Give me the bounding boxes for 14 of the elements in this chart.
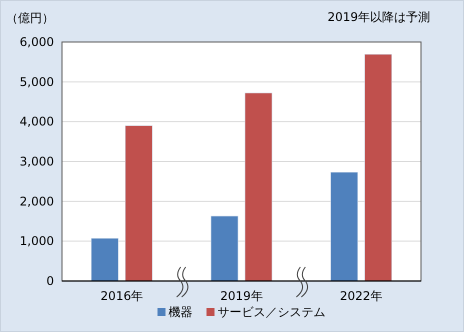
y-tick-label: 5,000	[20, 74, 54, 89]
text: 2019年以降は予測	[327, 10, 430, 24]
y-tick-label: 3,000	[20, 154, 54, 168]
x-tick-label: 2016年	[100, 289, 144, 303]
y-tick-label: 4,000	[20, 114, 54, 129]
y-tick-label: 6,000	[20, 35, 54, 49]
y-tick-label: 1,000	[20, 234, 54, 248]
y-tick-label: 0	[46, 274, 54, 288]
legend-label: 機器	[168, 305, 192, 319]
x-tick-label: 2019年	[220, 289, 263, 303]
y-axis-title: （億円）	[6, 11, 54, 25]
legend-label: サービス／システム	[218, 305, 326, 319]
x-tick-label: 2022年	[340, 289, 382, 303]
y-tick-label: 2,000	[20, 194, 54, 208]
